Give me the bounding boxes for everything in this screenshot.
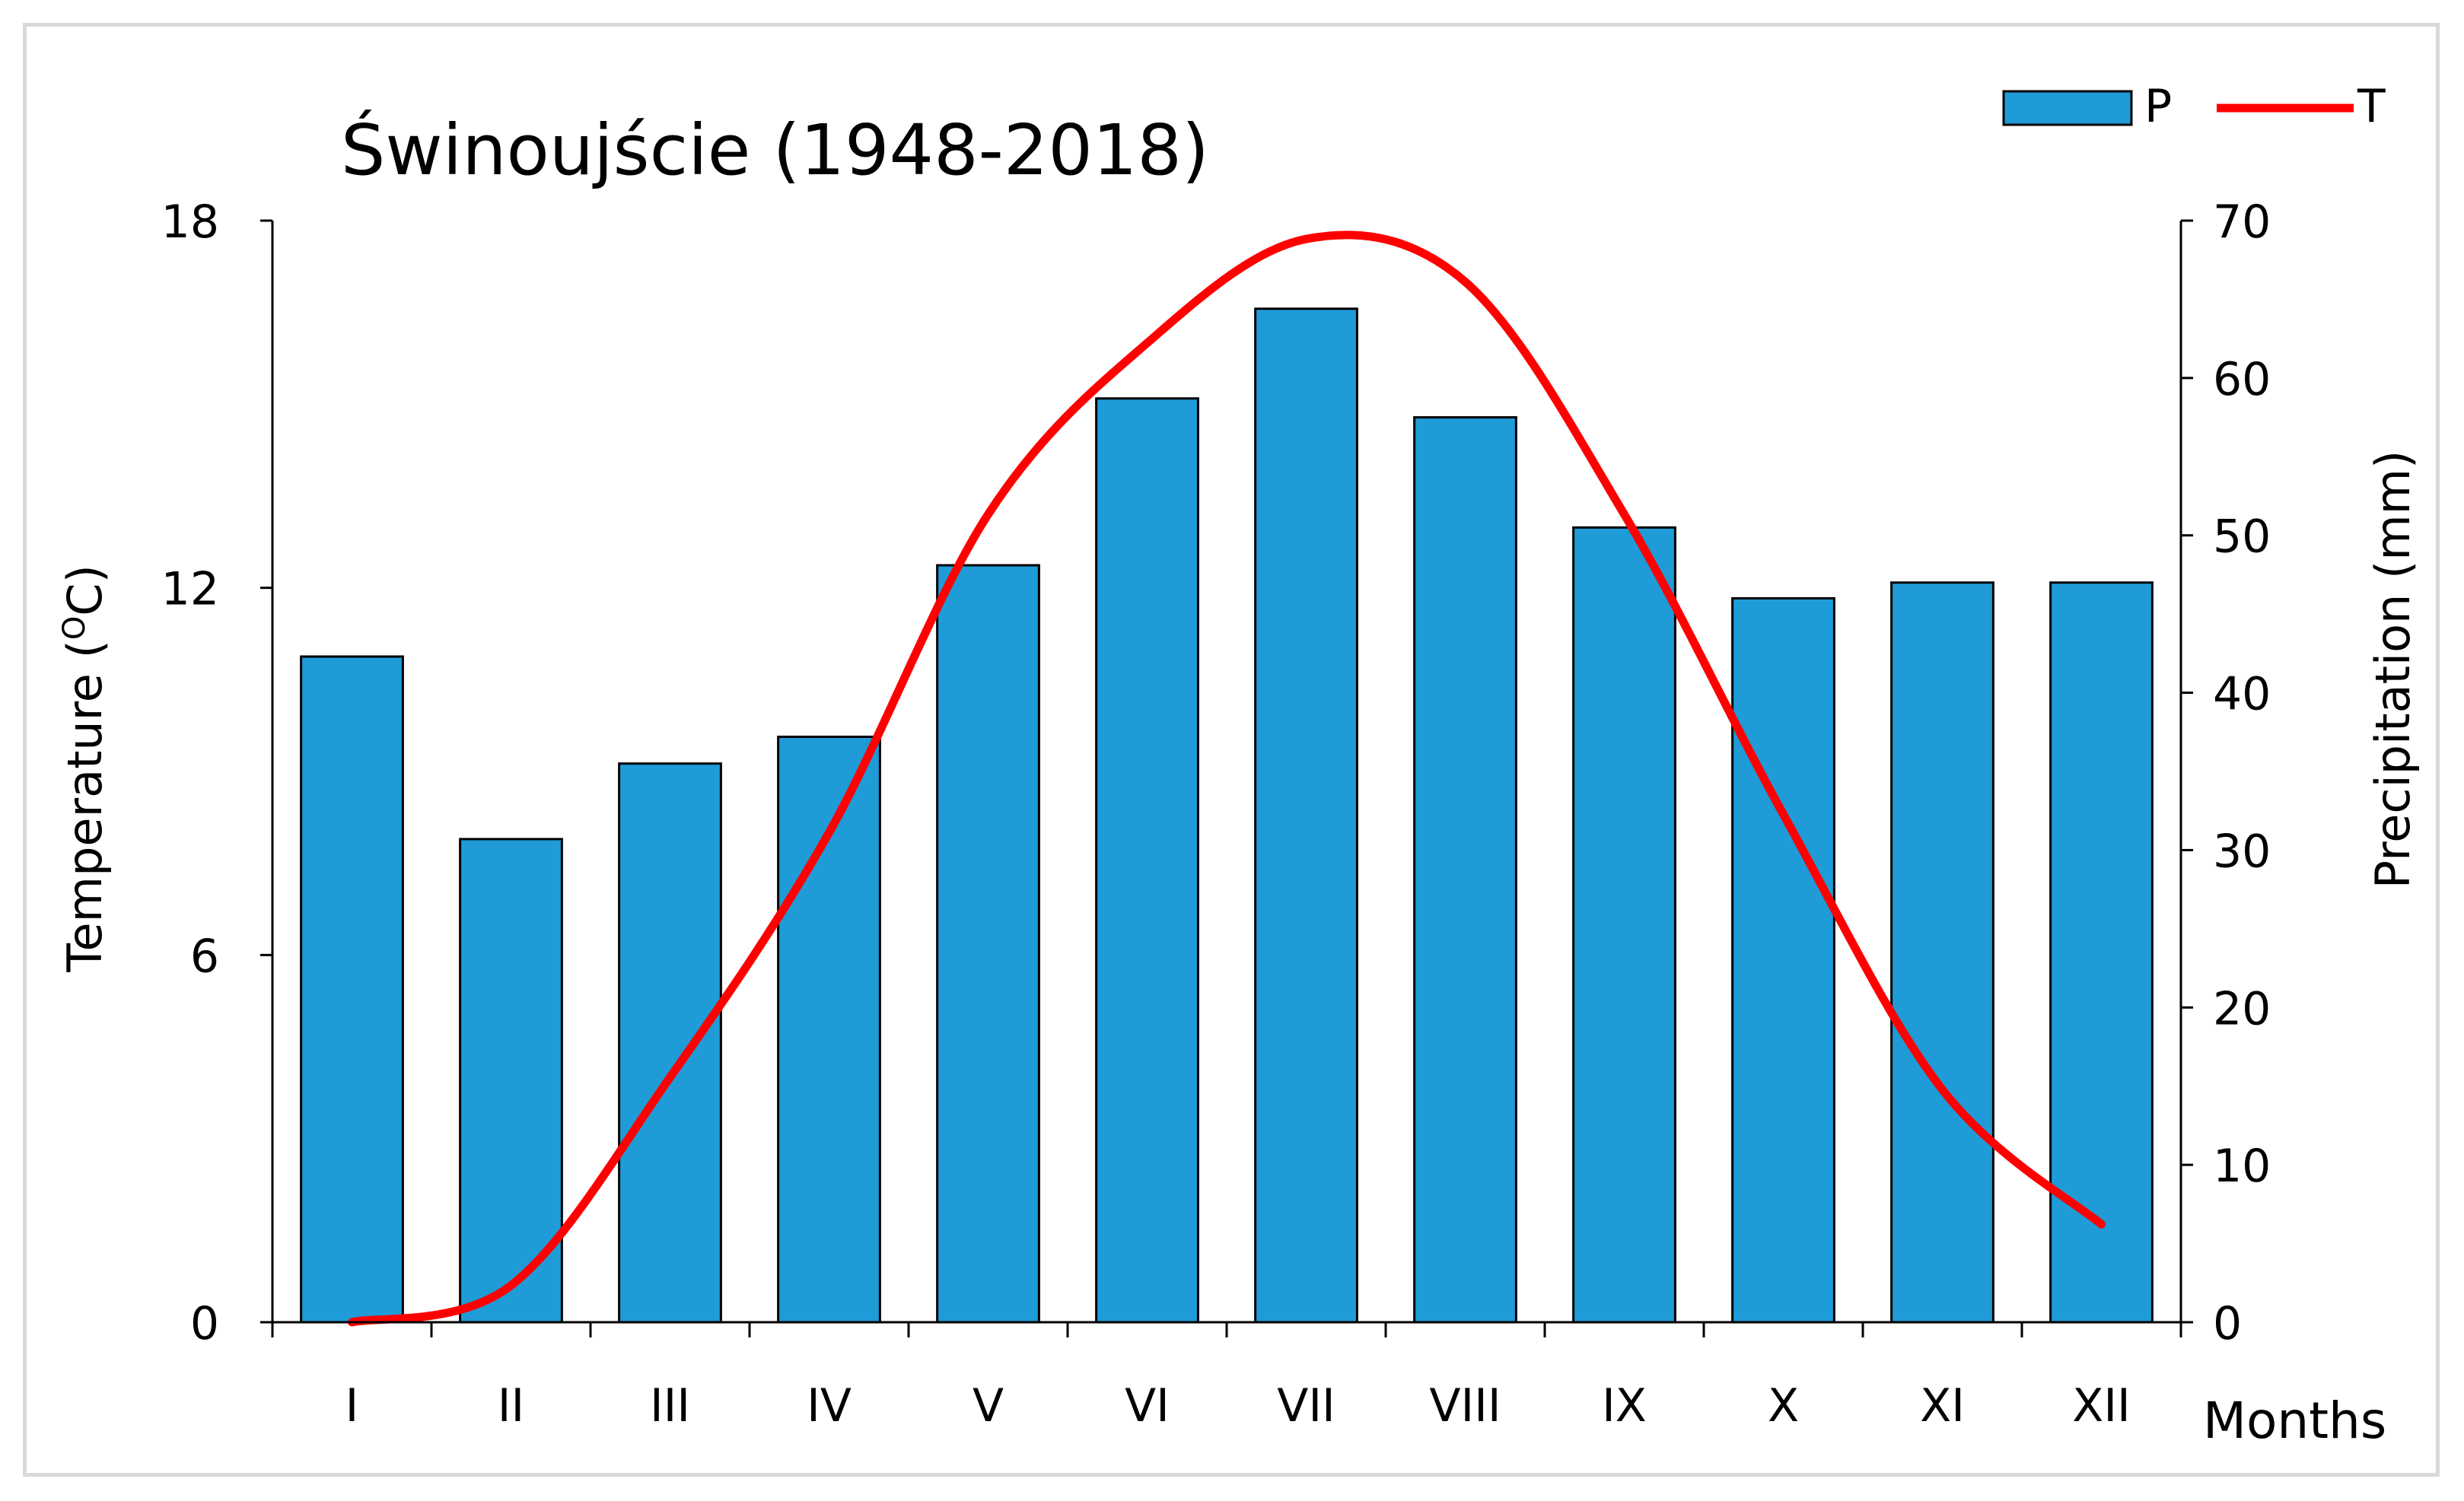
temperature-line (348, 231, 2106, 1327)
chart-frame (23, 23, 2440, 1477)
right-tick-label: 20 (2213, 982, 2271, 1035)
bar-XII (2049, 581, 2154, 1324)
legend-label-p: P (2144, 80, 2172, 133)
bar-IX (1572, 526, 1676, 1324)
bar-VII (1254, 307, 1358, 1324)
bar-I (300, 655, 404, 1324)
left-tick-label: 18 (161, 196, 219, 249)
left-axis-label-sup: O (57, 616, 92, 640)
bar-III (618, 762, 722, 1324)
bar-VI (1095, 397, 1199, 1324)
bar-X (1731, 596, 1835, 1324)
x-tick-label: I (345, 1379, 359, 1433)
left-ticks: 0 6 12 18 (161, 196, 272, 1350)
x-tick-label: XII (2072, 1379, 2131, 1433)
bar-XI (1890, 581, 1994, 1324)
right-tick-label: 10 (2213, 1140, 2271, 1193)
bar-II (459, 838, 563, 1324)
right-ticks: 0 10 20 30 40 50 60 70 (2181, 196, 2271, 1350)
right-tick-label: 50 (2213, 510, 2271, 564)
right-axis-label: Precipitation (mm) (2365, 450, 2421, 889)
x-axis-label: Months (2203, 1391, 2386, 1450)
right-tick-label: 60 (2213, 353, 2271, 406)
x-tick-label: IX (1602, 1379, 1647, 1433)
x-tick-label: X (1768, 1379, 1799, 1433)
left-axis-label: Temperature (OC) (57, 564, 113, 973)
left-tick-label: 6 (190, 930, 219, 983)
bar-V (936, 564, 1040, 1324)
x-tick-label: XI (1920, 1379, 1965, 1433)
left-axis-label-unit: C) (57, 564, 113, 615)
x-tick-label: V (973, 1379, 1004, 1433)
precipitation-bars (300, 307, 2154, 1324)
legend-swatch-p (2002, 90, 2133, 126)
left-tick-label: 12 (161, 563, 219, 616)
x-tick-label: VI (1125, 1379, 1170, 1433)
right-tick-label: 30 (2213, 825, 2271, 878)
bar-VIII (1413, 416, 1517, 1324)
legend: P T (2002, 80, 2386, 133)
x-ticks: I II III IV V VI VII VIII IX X XI XII (271, 1322, 2182, 1433)
right-tick-label: 70 (2213, 196, 2271, 249)
legend-label-t: T (2357, 80, 2386, 133)
x-tick-label: III (650, 1379, 690, 1433)
right-tick-label: 40 (2213, 668, 2271, 721)
x-tick-label: II (498, 1379, 524, 1433)
x-tick-label: IV (807, 1379, 852, 1433)
x-tick-label: VIII (1429, 1379, 1501, 1433)
x-tick-label: VII (1277, 1379, 1335, 1433)
left-axis-label-text: Temperature ( (57, 640, 113, 973)
right-tick-label: 0 (2213, 1297, 2242, 1350)
chart-title: Świnoujście (1948-2018) (341, 108, 1209, 191)
left-tick-label: 0 (190, 1297, 219, 1350)
